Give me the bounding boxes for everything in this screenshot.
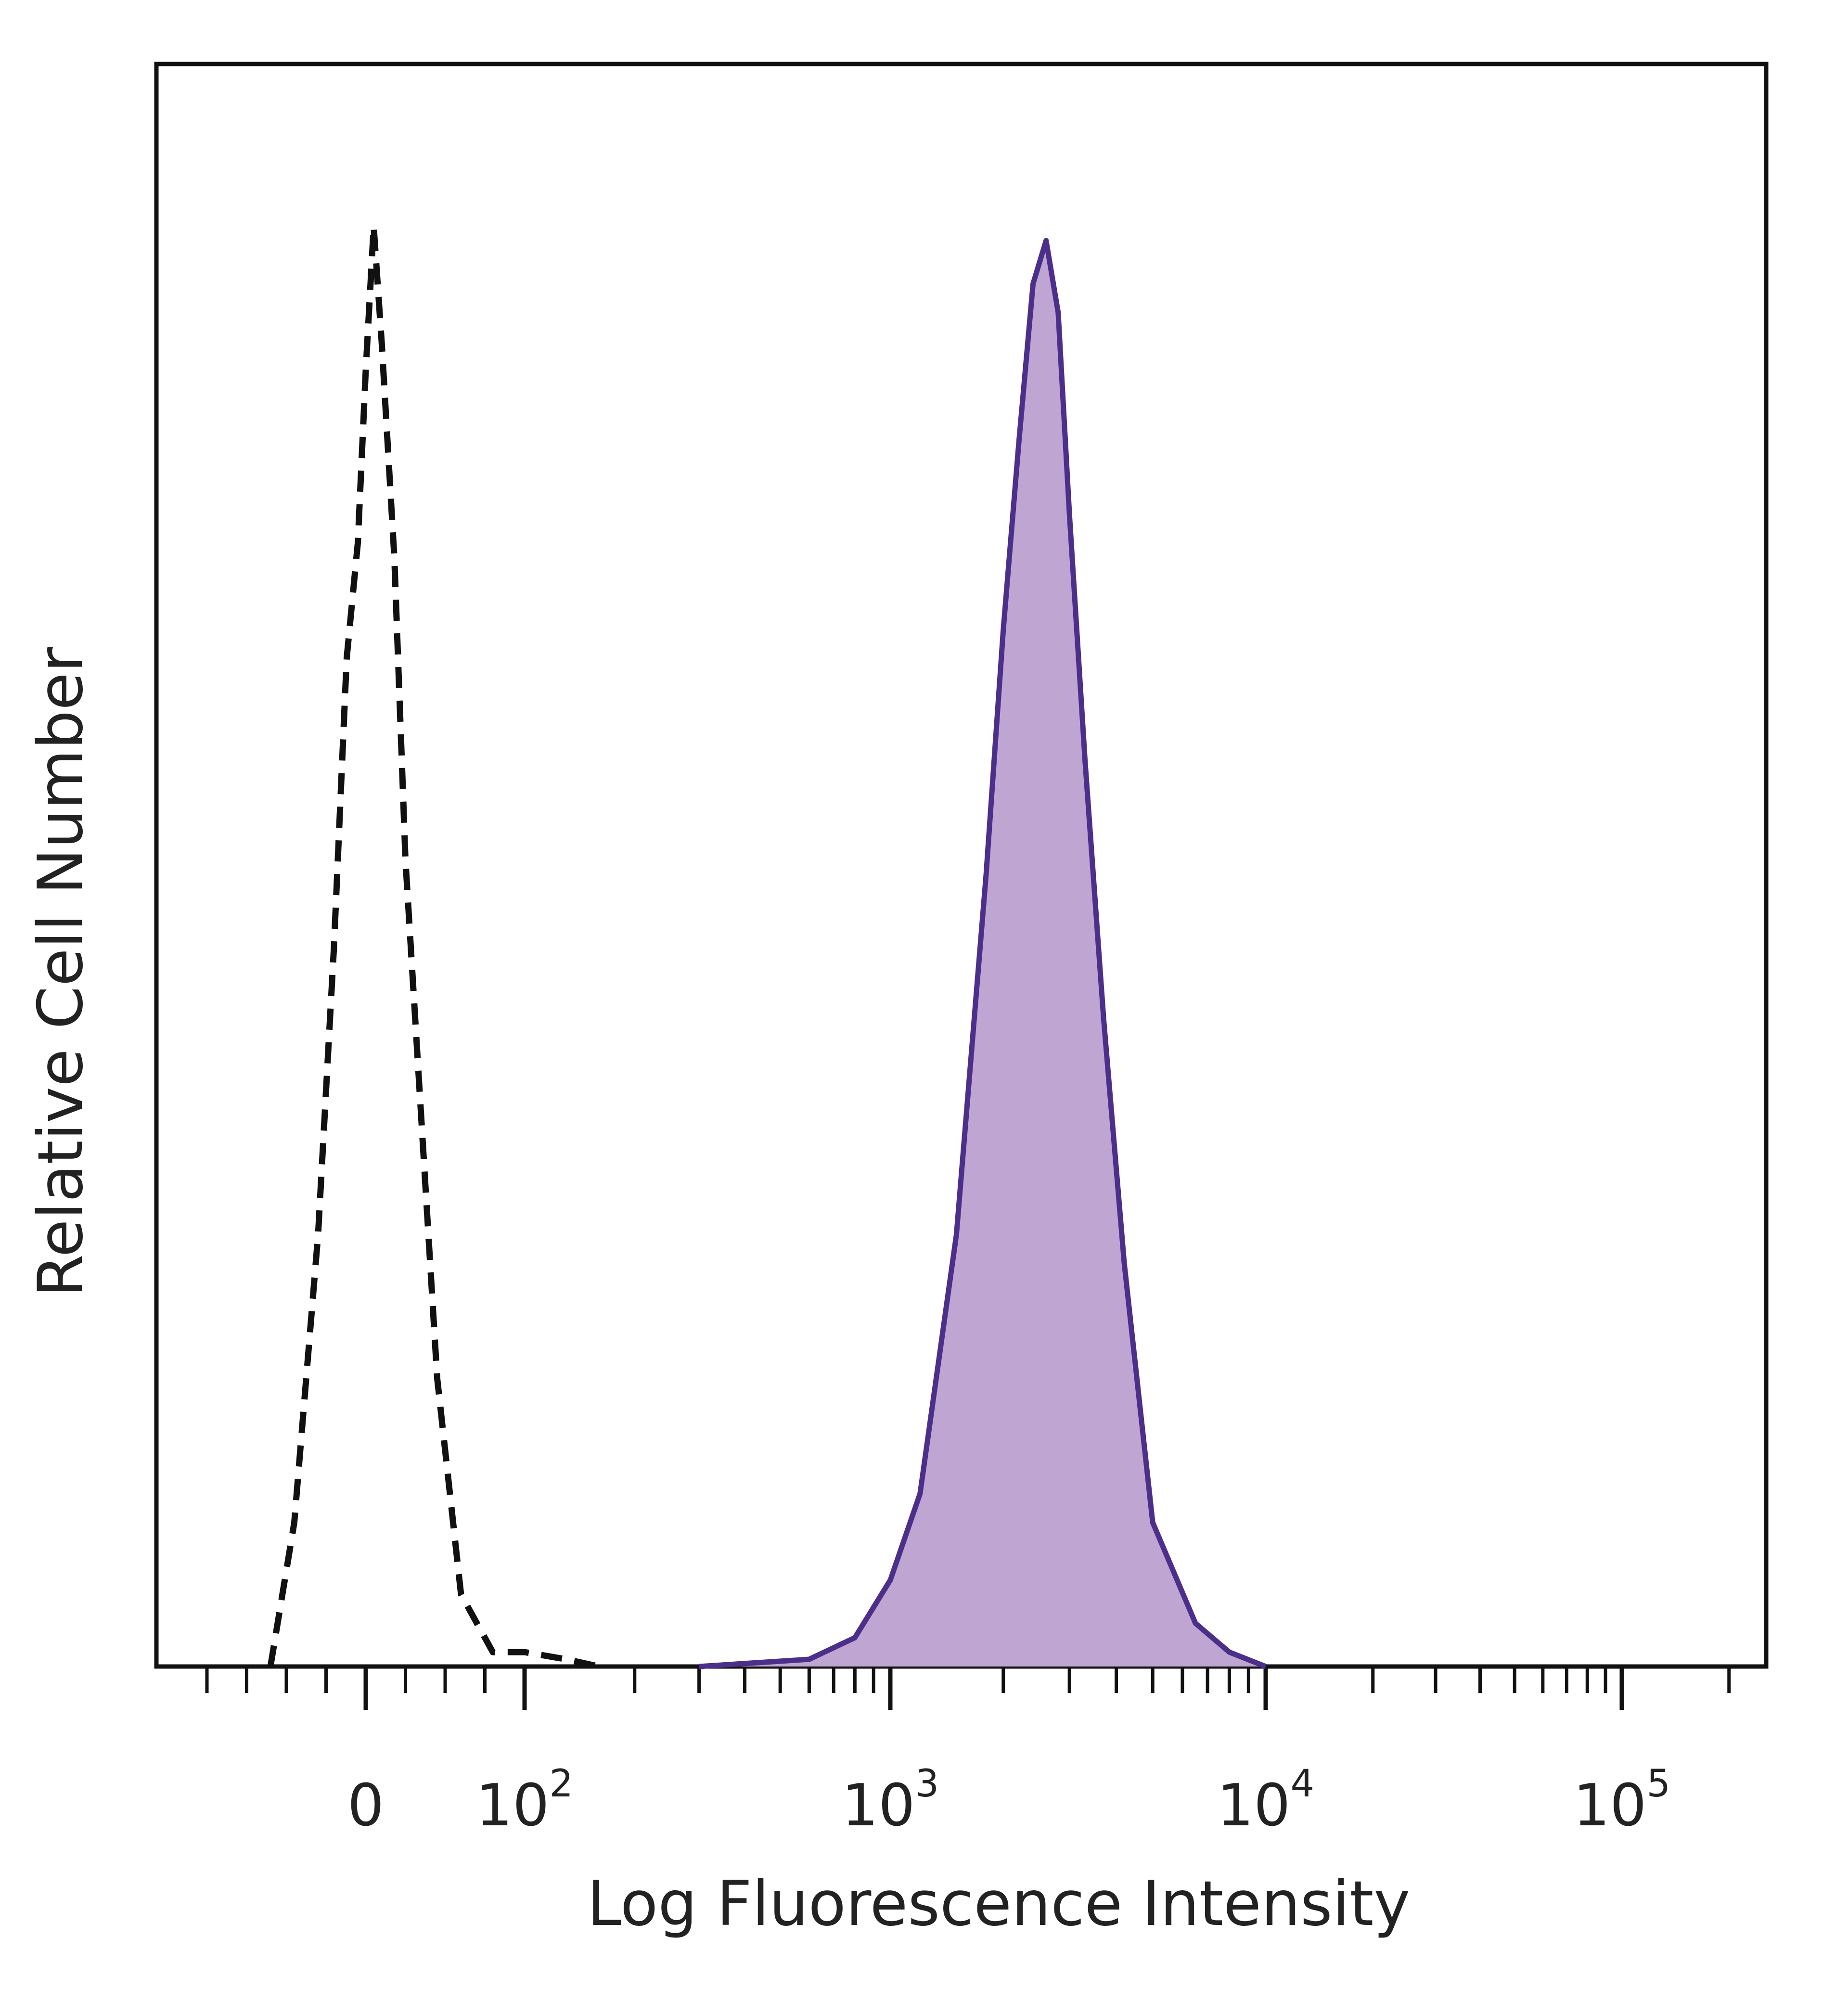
x-axis-tick-labels: 0 102 103 104 105 bbox=[347, 1762, 1670, 1839]
series-layer bbox=[267, 223, 1267, 1670]
y-axis-label: Relative Cell Number bbox=[25, 647, 97, 1297]
series-1-fill bbox=[699, 240, 1266, 1667]
x-tick-label-4: 105 bbox=[1573, 1762, 1670, 1839]
series-0-line bbox=[267, 223, 600, 1670]
x-tick-label-1: 102 bbox=[476, 1762, 573, 1839]
x-tick-label-2: 103 bbox=[842, 1762, 939, 1839]
x-tick-label-3: 104 bbox=[1217, 1762, 1314, 1839]
x-axis-label: Log Fluorescence Intensity bbox=[587, 1868, 1410, 1940]
x-tick-label-0: 0 bbox=[347, 1772, 384, 1839]
x-axis-ticks bbox=[205, 1667, 1731, 1710]
series-1-line bbox=[699, 238, 1267, 1669]
